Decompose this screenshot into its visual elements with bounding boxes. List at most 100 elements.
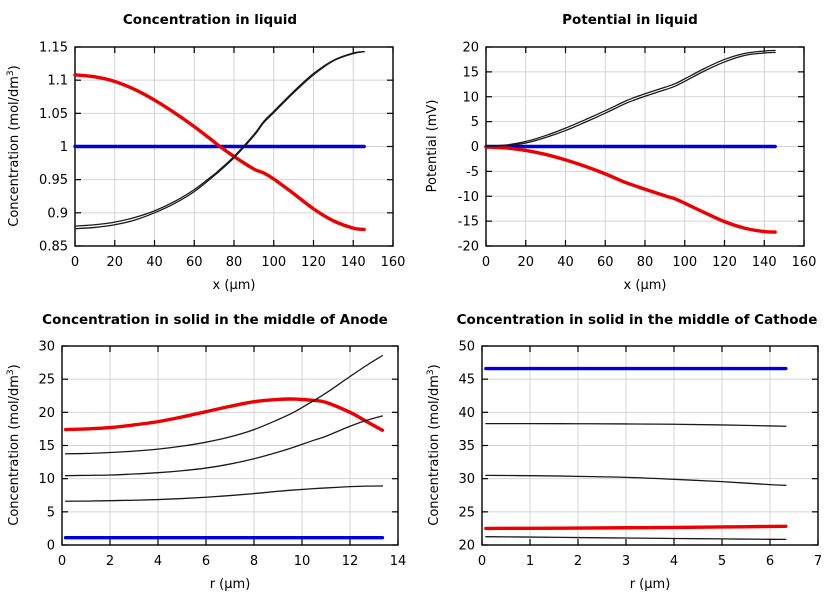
panel-potential-in-liquid: Potential in liquid 0 20 40 60 80 100 120 140 16…	[420, 0, 840, 300]
x-axis-label: r (μm)	[210, 577, 251, 592]
y-tick-label: 0.95	[39, 173, 68, 188]
x-tick-label: 0	[482, 255, 490, 270]
y-tick-label: 0	[47, 539, 55, 554]
x-tick-labels: 0 20 40 60 80 100 120 140 160	[71, 255, 406, 270]
data-curve	[485, 422, 787, 427]
data-curve	[63, 397, 385, 432]
plot-potential-in-liquid: Potential in liquid 0 20 40 60 80 100 120 140 16…	[425, 12, 817, 293]
x-tick-label: 80	[226, 255, 243, 270]
plot-concentration-in-liquid: Concentration in liquid 0 20 40 60 80 100 120 1…	[6, 12, 406, 293]
data-curve	[64, 485, 384, 502]
x-tick-labels: 0 1 2 3 4 5 6 7	[478, 554, 822, 569]
x-tick-label: 10	[294, 554, 311, 569]
y-tick-labels: 0.85 0.9 0.95 1 1.05 1.1 1.15	[39, 41, 68, 255]
x-tick-labels: 0 2 4 6 8 10 12 14	[58, 554, 406, 569]
y-tick-label: 20	[38, 406, 55, 421]
data-curve	[64, 354, 384, 455]
y-axis-label: Concentration (mol/dm3)	[6, 364, 22, 526]
panel-title: Potential in liquid	[562, 12, 698, 28]
x-tick-label: 40	[557, 255, 574, 270]
y-tick-label: 15	[462, 65, 479, 80]
y-tick-label: 0.85	[39, 240, 68, 255]
y-tick-label: 0	[471, 140, 479, 155]
x-tick-label: 2	[106, 554, 114, 569]
panel-title: Concentration in solid in the middle of …	[42, 312, 388, 328]
panel-concentration-solid-anode: Concentration in solid in the middle of …	[0, 300, 420, 600]
y-tick-label: 25	[38, 373, 55, 388]
x-tick-label: 0	[478, 554, 486, 569]
x-axis-label: x (μm)	[624, 278, 667, 293]
x-tick-label: 160	[792, 255, 817, 270]
x-axis-label: x (μm)	[213, 278, 256, 293]
y-tick-label: 10	[38, 472, 55, 487]
x-tick-label: 2	[574, 554, 582, 569]
x-tick-label: 40	[146, 255, 163, 270]
plot-concentration-solid-cathode: Concentration in solid in the middle of …	[426, 312, 822, 592]
y-tick-label: 1.1	[47, 74, 68, 89]
panel-concentration-in-liquid: Concentration in liquid 0 20 40 60 80 100 120 1…	[0, 0, 420, 300]
x-tick-label: 120	[301, 255, 326, 270]
y-tick-label: 1.05	[39, 107, 68, 122]
x-tick-label: 3	[622, 554, 630, 569]
data-curves	[484, 49, 777, 234]
y-tick-label: 15	[38, 439, 55, 454]
y-tick-label: 50	[458, 340, 475, 355]
data-curve	[74, 50, 365, 227]
x-tick-label: 140	[341, 255, 366, 270]
y-tick-label: -5	[466, 165, 479, 180]
panel-concentration-solid-cathode: Concentration in solid in the middle of …	[420, 300, 840, 600]
panel-title: Concentration in liquid	[123, 12, 297, 28]
x-tick-label: 6	[202, 554, 210, 569]
data-curves	[73, 50, 366, 232]
y-axis-label: Concentration (mol/dm3)	[6, 65, 22, 227]
y-tick-label: 20	[462, 41, 479, 56]
x-tick-label: 60	[186, 255, 203, 270]
data-curve	[64, 415, 384, 477]
y-tick-label: 30	[458, 472, 475, 487]
y-axis-label: Potential (mV)	[425, 100, 440, 193]
data-curve	[74, 50, 365, 230]
y-axis-label: Concentration (mol/dm3)	[426, 364, 442, 526]
x-tick-label: 12	[342, 554, 359, 569]
y-tick-label: 40	[458, 406, 475, 421]
y-tick-labels: 20 25 30 35 40 45 50	[458, 340, 475, 554]
plot-concentration-solid-anode: Concentration in solid in the middle of …	[6, 312, 406, 592]
x-tick-label: 160	[381, 255, 406, 270]
x-tick-label: 20	[517, 255, 534, 270]
x-tick-label: 8	[250, 554, 258, 569]
x-tick-label: 20	[106, 255, 123, 270]
data-curves	[484, 366, 788, 541]
x-axis-label: r (μm)	[630, 577, 671, 592]
x-tick-label: 7	[814, 554, 822, 569]
y-tick-label: 5	[47, 505, 55, 520]
x-tick-label: 14	[390, 554, 407, 569]
y-tick-label: 25	[458, 505, 475, 520]
tickmarks	[61, 345, 399, 546]
y-tick-label: 0.9	[47, 206, 68, 221]
data-curve	[73, 73, 366, 232]
x-tick-label: 0	[71, 255, 79, 270]
x-tick-label: 100	[261, 255, 286, 270]
x-tick-label: 140	[752, 255, 777, 270]
y-tick-labels: 0 5 10 15 20 25 30	[38, 340, 55, 554]
x-tick-label: 4	[154, 554, 162, 569]
y-tick-label: 5	[471, 115, 479, 130]
gridlines	[62, 346, 398, 545]
y-tick-label: 1.15	[39, 41, 68, 56]
x-tick-label: 0	[58, 554, 66, 569]
y-tick-label: 10	[462, 90, 479, 105]
x-tick-label: 6	[766, 554, 774, 569]
data-curve	[484, 145, 777, 234]
panel-title: Concentration in solid in the middle of …	[457, 312, 818, 328]
x-tick-label: 120	[712, 255, 737, 270]
data-curve	[485, 49, 776, 147]
y-tick-label: 30	[38, 340, 55, 355]
y-tick-label: 1	[60, 140, 68, 155]
x-tick-label: 1	[526, 554, 534, 569]
data-curves	[63, 354, 385, 540]
data-curve	[484, 524, 788, 531]
plot-frame	[481, 345, 819, 546]
y-tick-label: -10	[458, 190, 479, 205]
y-tick-label: -20	[458, 240, 479, 255]
